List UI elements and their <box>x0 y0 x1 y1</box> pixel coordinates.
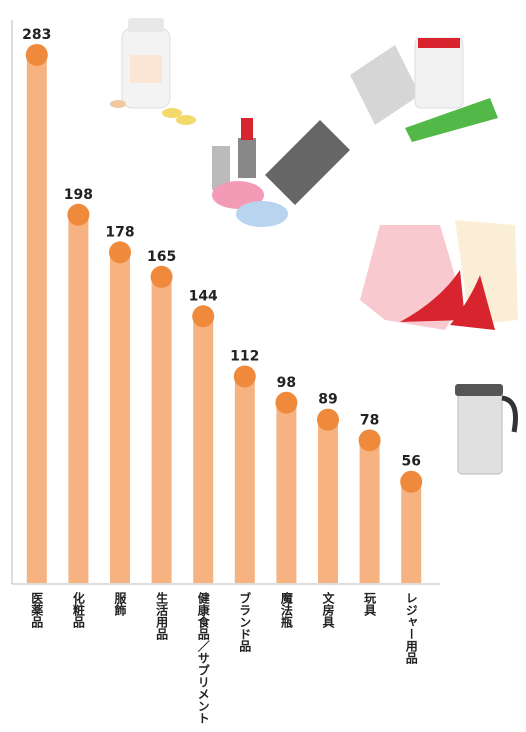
value-label: 56 <box>401 454 420 470</box>
value-label: 165 <box>147 249 176 265</box>
bar <box>360 436 380 583</box>
value-label: 283 <box>22 27 51 43</box>
bar-icon <box>317 409 339 431</box>
x-tick-label: 玩具 <box>363 592 377 617</box>
bar <box>193 312 213 583</box>
value-label: 78 <box>360 412 379 428</box>
value-label: 144 <box>189 288 218 304</box>
value-label: 89 <box>318 392 337 408</box>
x-tick-label: ブランド品 <box>238 591 252 653</box>
x-tick-label: 魔法瓶 <box>279 591 293 629</box>
bar <box>68 211 88 583</box>
value-label: 112 <box>230 348 259 364</box>
x-tick-label: レジャー用品 <box>404 592 418 665</box>
x-tick-label: 服飾 <box>113 591 127 617</box>
bar-icon <box>67 204 89 226</box>
bar <box>152 273 172 583</box>
medicine-illustration <box>350 38 498 142</box>
value-label: 98 <box>277 375 296 391</box>
value-label: 178 <box>105 224 134 240</box>
x-tick-label: 健康食品／サプリメント <box>196 591 210 724</box>
clothing-illustration <box>360 220 518 330</box>
bar <box>318 416 338 583</box>
bar <box>110 248 130 583</box>
bar <box>276 399 296 583</box>
value-label: 198 <box>64 187 93 203</box>
bar-icon <box>400 471 422 493</box>
bar-icon <box>192 305 214 327</box>
x-tick-label: 文房具 <box>321 591 335 629</box>
bar <box>235 372 255 583</box>
bar-icon <box>359 429 381 451</box>
vacuum-flask-illustration <box>455 384 516 474</box>
bar-icon <box>234 365 256 387</box>
bar-icon <box>275 392 297 414</box>
bar-icon <box>26 44 48 66</box>
chart: 医薬品 283 化粧品 198 服飾 178 生活用品 165 健康食品／サプリメント 144 ブラ… <box>0 0 526 732</box>
x-tick-label: 生活用品 <box>155 591 169 641</box>
bar-icon <box>109 241 131 263</box>
x-tick-label: 化粧品 <box>71 591 85 629</box>
x-tick-label: 医薬品 <box>30 592 44 629</box>
bar <box>27 51 47 583</box>
cosmetics-illustration <box>212 118 350 227</box>
supplement-illustration <box>110 18 196 125</box>
bar-icon <box>151 266 173 288</box>
bar <box>401 478 421 583</box>
